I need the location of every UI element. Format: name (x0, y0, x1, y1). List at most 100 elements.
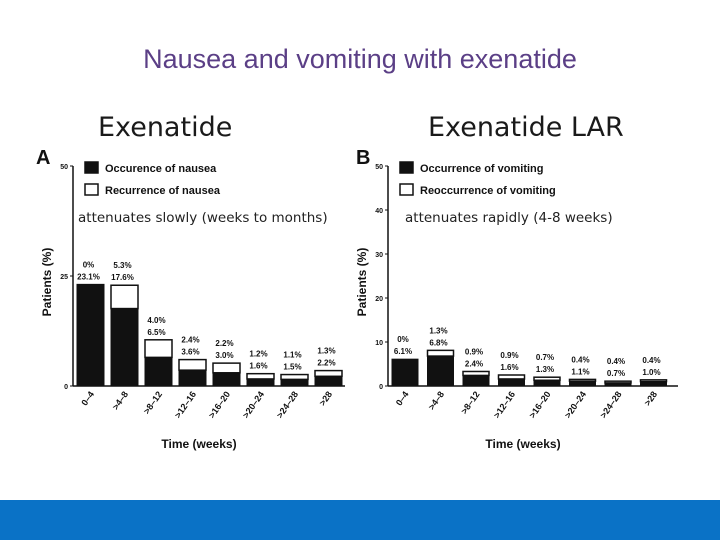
bar-recurrence (246, 372, 275, 380)
data-label-recurrence: 1.2% (249, 350, 267, 359)
data-label-occurrence: 1.5% (283, 363, 301, 372)
bar-recurrence (280, 373, 309, 381)
x-tick-label: >8–12 (141, 389, 164, 415)
y-tick-label: 20 (375, 296, 383, 303)
bar-occurrence (314, 375, 343, 387)
bar-occurrence (462, 374, 490, 387)
x-tick-label: >28 (642, 389, 659, 407)
bar-occurrence (569, 380, 596, 387)
data-label-occurrence: 23.1% (77, 272, 100, 281)
bar-recurrence (110, 284, 139, 310)
data-label-occurrence: 17.6% (111, 273, 134, 282)
data-label-recurrence: 0.4% (642, 356, 660, 365)
x-tick-label: >16–20 (527, 389, 553, 420)
x-tick-label: >12–16 (173, 389, 199, 420)
data-label-recurrence: 0.4% (607, 357, 625, 366)
legend-entry: Recurrence of nausea (105, 185, 221, 197)
data-label-recurrence: 4.0% (147, 316, 165, 325)
y-tick-label: 25 (60, 274, 68, 281)
data-label-occurrence: 1.3% (536, 365, 554, 374)
x-tick-label: >24–28 (275, 389, 301, 420)
bar-recurrence (314, 369, 343, 378)
bar-occurrence (427, 355, 454, 387)
y-tick-label: 10 (375, 340, 383, 347)
y-axis-label: Patients (%) (355, 248, 369, 317)
x-tick-label: >12–16 (492, 389, 518, 420)
bar-recurrence (178, 358, 207, 371)
bar-occurrence (76, 283, 105, 387)
data-label-recurrence: 0.9% (500, 351, 518, 360)
y-tick-label: 50 (375, 164, 383, 171)
x-tick-label: >20–24 (563, 389, 589, 420)
y-axis-label: Patients (%) (40, 248, 54, 317)
bar-occurrence (498, 378, 525, 387)
bar-occurrence (144, 356, 173, 387)
data-label-occurrence: 2.4% (465, 359, 483, 368)
heading-exenatide-lar: Exenatide LAR (428, 112, 624, 143)
data-label-occurrence: 3.6% (181, 348, 199, 357)
x-tick-label: >4–8 (426, 389, 446, 411)
x-axis-label: Time (weeks) (485, 437, 560, 451)
bar-recurrence (144, 339, 173, 359)
data-label-recurrence: 0.9% (465, 347, 483, 356)
caption-exenatide-lar: attenuates rapidly (4-8 weeks) (403, 210, 615, 226)
bar-occurrence (178, 369, 207, 387)
data-label-recurrence: 1.1% (283, 351, 301, 360)
legend-swatch (84, 161, 99, 174)
bar-occurrence (391, 358, 419, 387)
chart-a-nausea: A 0 25 50 Patients (%) Occurence of nausea Rec… (36, 147, 345, 451)
x-tick-label: 0–4 (394, 389, 411, 407)
x-tick-label: >8–12 (459, 389, 482, 415)
x-tick-label: >4–8 (110, 389, 130, 411)
panel-letter: A (36, 147, 50, 169)
bar-occurrence (246, 378, 275, 387)
heading-exenatide: Exenatide (98, 112, 233, 143)
caption-exenatide: attenuates slowly (weeks to months) (76, 210, 330, 226)
y-tick-label: 40 (375, 208, 383, 215)
x-tick-label: >28 (317, 389, 334, 407)
bar-occurrence (212, 372, 241, 387)
data-label-occurrence: 1.6% (249, 362, 267, 371)
data-label-occurrence: 6.5% (147, 328, 165, 337)
y-tick-label: 0 (64, 384, 68, 391)
bar-recurrence (426, 349, 455, 357)
bar-recurrence (497, 374, 526, 380)
x-tick-label: >20–24 (241, 389, 267, 420)
data-label-recurrence: 2.4% (181, 336, 199, 345)
y-tick-label: 50 (60, 164, 68, 171)
data-label-recurrence: 5.3% (113, 261, 131, 270)
y-tick-label: 0 (379, 384, 383, 391)
data-label-recurrence: 0.4% (571, 355, 589, 364)
bar-recurrence (212, 362, 241, 374)
bar-occurrence (280, 378, 309, 387)
bar-occurrence (533, 379, 561, 387)
bar-recurrence (462, 370, 490, 377)
legend-swatch (399, 183, 414, 196)
legend-entry: Reoccurrence of vomiting (420, 185, 556, 197)
legend-entry: Occurrence of vomiting (420, 163, 543, 175)
y-tick-label: 30 (375, 252, 383, 259)
legend-swatch (399, 161, 414, 174)
bar-occurrence (110, 308, 139, 387)
data-label-recurrence: 0% (83, 260, 95, 269)
data-label-occurrence: 0.7% (607, 369, 625, 378)
footer-bar (0, 500, 720, 540)
x-tick-label: >16–20 (207, 389, 233, 420)
bar-occurrence (604, 382, 632, 387)
data-label-recurrence: 1.3% (429, 326, 447, 335)
legend-entry: Occurence of nausea (105, 163, 217, 175)
data-label-occurrence: 1.6% (500, 363, 518, 372)
data-label-recurrence: 2.2% (215, 339, 233, 348)
data-label-occurrence: 3.0% (215, 351, 233, 360)
x-tick-label: 0–4 (79, 389, 96, 407)
panel-letter: B (356, 147, 370, 169)
chart-b-vomiting: B 0 10 20 30 40 50 Patients (%) Occurrence of vo… (355, 147, 678, 451)
data-label-occurrence: 2.2% (317, 359, 335, 368)
x-tick-label: >24–28 (598, 389, 624, 420)
x-axis-label: Time (weeks) (161, 437, 236, 451)
data-label-occurrence: 6.8% (429, 338, 447, 347)
data-label-occurrence: 1.1% (571, 367, 589, 376)
data-label-occurrence: 6.1% (394, 347, 412, 356)
data-label-occurrence: 1.0% (642, 368, 660, 377)
bar-occurrence (640, 381, 667, 387)
